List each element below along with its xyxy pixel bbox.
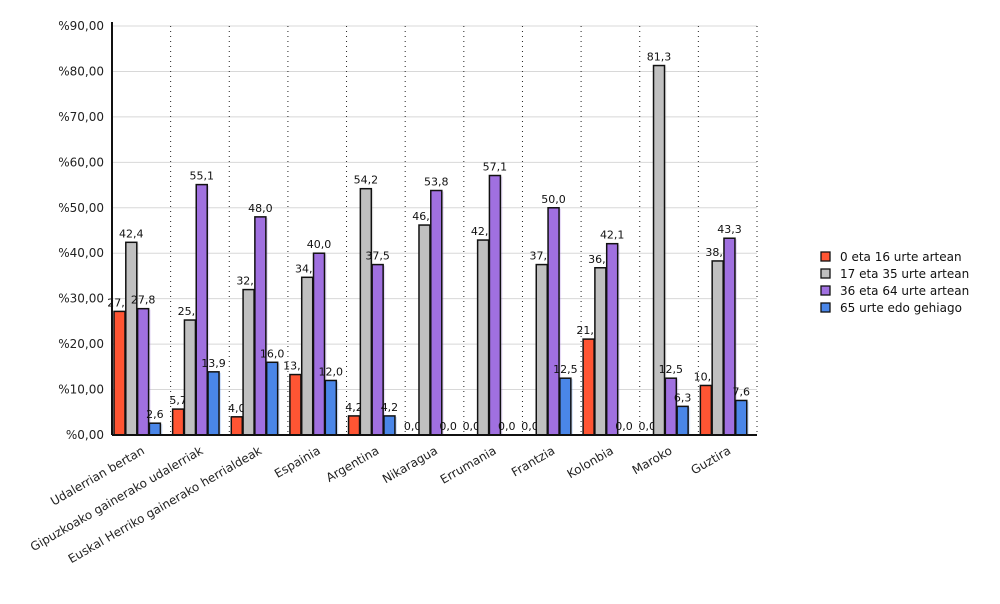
bar bbox=[254, 216, 267, 436]
data-label: 7,6 bbox=[733, 385, 751, 398]
y-tick-label: %20,00 bbox=[58, 337, 104, 351]
legend-swatch bbox=[820, 302, 831, 313]
bar bbox=[230, 416, 244, 436]
bar bbox=[312, 252, 326, 436]
data-label: 42,4 bbox=[119, 227, 144, 240]
x-tick-label: Udalerrian bertan bbox=[48, 443, 147, 508]
data-label: 50,0 bbox=[541, 193, 566, 206]
data-label: 55,1 bbox=[189, 170, 214, 183]
bar bbox=[735, 399, 748, 436]
y-tick-label: %90,00 bbox=[58, 19, 104, 33]
bar bbox=[430, 189, 443, 436]
data-label: 27,8 bbox=[131, 294, 156, 307]
bar bbox=[265, 361, 279, 436]
legend-swatch bbox=[820, 268, 831, 279]
bar bbox=[488, 174, 502, 436]
legend-swatch bbox=[820, 251, 831, 262]
data-label: 0,0 bbox=[404, 420, 422, 433]
bar bbox=[547, 207, 560, 436]
data-label: 37,5 bbox=[365, 250, 390, 263]
bar bbox=[476, 239, 490, 436]
bar bbox=[383, 415, 396, 436]
data-label: 42,1 bbox=[600, 229, 625, 242]
legend-swatch bbox=[820, 285, 831, 296]
data-label: 0,0 bbox=[439, 420, 457, 433]
data-label: 5,7 bbox=[169, 394, 187, 407]
y-tick-label: %40,00 bbox=[58, 246, 104, 260]
bar bbox=[289, 373, 302, 436]
data-label: 12,5 bbox=[553, 363, 578, 376]
data-label: 13,9 bbox=[201, 357, 226, 370]
bar bbox=[171, 408, 185, 436]
data-label: 0,0 bbox=[638, 420, 656, 433]
data-label: 6,3 bbox=[674, 391, 692, 404]
x-tick-label: Errumania bbox=[438, 443, 499, 486]
bar bbox=[359, 187, 373, 436]
bar bbox=[652, 64, 666, 436]
bar bbox=[242, 288, 255, 436]
x-tick-label: Espainia bbox=[272, 443, 323, 480]
data-label: 16,0 bbox=[260, 347, 285, 360]
data-label: 4,0 bbox=[228, 402, 246, 415]
bar bbox=[676, 405, 689, 436]
y-tick-label: %30,00 bbox=[58, 292, 104, 306]
bar bbox=[594, 267, 607, 436]
y-tick-label: %10,00 bbox=[58, 383, 104, 397]
data-label: 0,0 bbox=[521, 420, 539, 433]
data-label: 12,0 bbox=[319, 365, 344, 378]
data-label: 0,0 bbox=[463, 420, 481, 433]
bar bbox=[125, 241, 138, 436]
x-tick-label: Nikaragua bbox=[380, 443, 440, 486]
legend-label: 17 eta 35 urte artean bbox=[840, 267, 969, 281]
data-label: 4,2 bbox=[345, 401, 363, 414]
bar bbox=[113, 310, 126, 436]
bar bbox=[582, 338, 595, 436]
data-label: 43,3 bbox=[717, 223, 742, 236]
bar bbox=[559, 377, 572, 436]
x-tick-label: Guztira bbox=[688, 443, 733, 477]
data-label: 12,5 bbox=[659, 363, 684, 376]
bar bbox=[535, 263, 549, 436]
y-tick-label: %80,00 bbox=[58, 64, 104, 78]
x-tick-label: Kolonbia bbox=[565, 443, 616, 481]
data-label: 53,8 bbox=[424, 176, 449, 189]
legend-label: 36 eta 64 urte artean bbox=[840, 284, 969, 298]
y-tick-label: %60,00 bbox=[58, 155, 104, 169]
x-tick-label: Frantzia bbox=[509, 443, 557, 479]
bar bbox=[207, 371, 220, 436]
bar bbox=[300, 276, 314, 436]
data-label: 2,6 bbox=[146, 408, 164, 421]
data-label: 4,2 bbox=[381, 401, 399, 414]
x-tick-label: Argentina bbox=[324, 443, 382, 484]
y-tick-label: %50,00 bbox=[58, 201, 104, 215]
data-label: 40,0 bbox=[307, 238, 332, 251]
data-label: 0,0 bbox=[498, 420, 516, 433]
data-label: 57,1 bbox=[483, 161, 508, 174]
bar bbox=[347, 415, 361, 436]
bar bbox=[324, 379, 338, 436]
data-label: 81,3 bbox=[647, 51, 672, 64]
data-label: 54,2 bbox=[354, 174, 379, 187]
legend-label: 65 urte edo gehiago bbox=[840, 301, 962, 315]
data-label: 0,0 bbox=[615, 420, 633, 433]
bar bbox=[418, 224, 431, 436]
bar bbox=[605, 242, 619, 436]
y-tick-label: %70,00 bbox=[58, 110, 104, 124]
bar bbox=[711, 260, 724, 436]
bar bbox=[195, 183, 208, 436]
bar bbox=[183, 319, 197, 436]
bar bbox=[664, 377, 678, 436]
legend-label: 0 eta 16 urte artean bbox=[840, 250, 962, 264]
y-tick-label: %0,00 bbox=[66, 428, 104, 442]
data-label: 48,0 bbox=[248, 202, 273, 215]
x-tick-label: Maroko bbox=[630, 443, 675, 477]
bar bbox=[723, 237, 736, 436]
bar bbox=[148, 422, 162, 436]
bar bbox=[699, 384, 713, 436]
